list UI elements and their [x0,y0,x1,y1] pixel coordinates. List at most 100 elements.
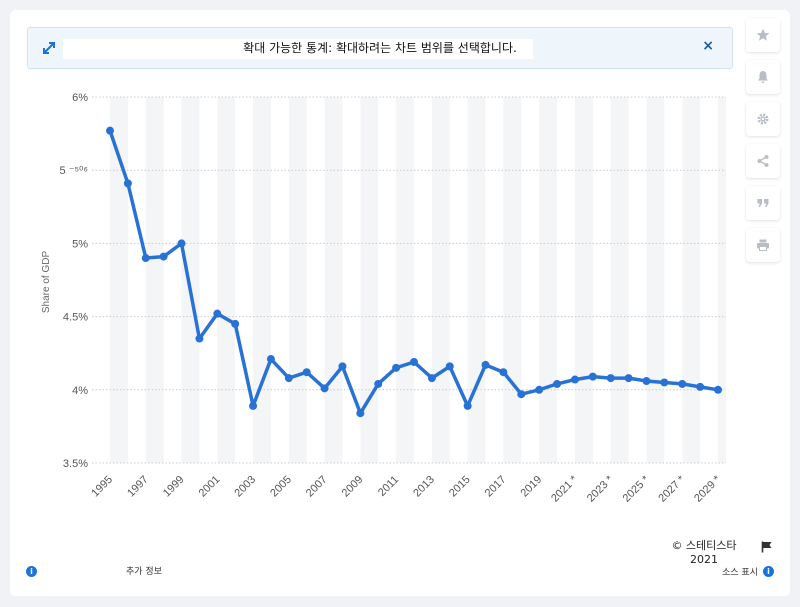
x-tick-label: 1995 [89,474,115,500]
copyright-label: © 스테티스타 [671,539,737,552]
chart-gridlines [92,96,726,464]
data-point [231,319,240,328]
x-tick-label: 2015 [447,474,473,500]
chart-band [431,97,450,463]
data-point [606,374,615,383]
x-tick-label: 2027 * [656,473,687,504]
data-point [445,362,454,371]
chart-band [396,97,414,463]
chart-band [718,97,726,463]
data-point [266,355,275,364]
x-tick-label: 1999 [161,474,187,500]
data-point [588,372,597,381]
x-tick-label: 2005 [268,474,294,500]
info-icon[interactable]: i [26,566,37,577]
more-info-link[interactable]: 추가 정보 [126,567,162,577]
settings-button[interactable] [746,102,780,136]
share-icon [757,155,769,167]
y-axis-title: Share of GDP [41,251,52,314]
copyright-text: © 스테티스타 2021 [668,539,740,567]
x-tick-label: 2021 * [549,473,580,504]
chart-band [360,97,379,463]
zoom-banner: 확대 가능한 통계: 확대하려는 차트 범위를 선택합니다. × [27,27,733,69]
chart-band [610,97,629,463]
chart-band [110,97,128,463]
series-points [106,126,722,418]
data-point [624,374,633,383]
banner-text: 확대 가능한 통계: 확대하려는 차트 범위를 선택합니다. [243,41,517,55]
x-tick-label: 2009 [340,474,366,500]
copyright-year: 2021 [690,553,718,566]
data-point [660,378,669,387]
data-point [463,401,472,410]
flag-icon[interactable] [761,541,773,553]
y-tick-label: 6% [72,92,88,104]
data-point [177,239,186,248]
x-axis-ticks: 1995 1997 1999 2001 2003 2005 2007 2009 2011 2013… [89,473,723,504]
data-point [570,375,579,384]
data-point [123,179,132,188]
chart-band [217,97,236,463]
y-tick-label: 4% [72,385,88,397]
notification-button[interactable] [746,60,780,94]
show-source-link[interactable]: 소스 표시 [722,568,758,578]
x-tick-label: 2001 [197,474,223,500]
x-tick-label: 2003 [232,474,258,500]
print-icon [757,239,769,251]
expand-icon[interactable] [42,41,56,55]
bell-icon [758,71,768,83]
data-point [553,379,562,388]
chart-band [539,97,558,463]
data-point [284,374,293,383]
chart-band [288,97,307,463]
chart-band [145,97,164,463]
cite-button[interactable] [746,186,780,220]
close-icon[interactable]: × [702,38,714,54]
chart-band [324,97,343,463]
data-point [356,409,365,418]
x-tick-label: 2013 [411,474,437,500]
data-point [374,379,383,388]
share-button[interactable] [746,144,780,178]
data-point [696,382,705,391]
y-tick-label: 4.5% [63,312,88,324]
chart-band [503,97,522,463]
x-tick-label: 2029 * [692,473,723,504]
x-tick-label: 1997 [125,474,151,500]
data-point [678,379,687,388]
chart-band [646,97,665,463]
gear-icon [757,113,769,125]
data-point [195,334,204,343]
data-point [499,368,508,377]
x-tick-label: 2019 [518,474,544,500]
data-point [338,362,347,371]
y-tick-label: 5% [72,238,88,250]
print-button[interactable] [746,228,780,262]
data-point [714,385,722,394]
data-point [427,374,436,383]
x-tick-label: 2011 [376,474,401,499]
quote-icon [757,199,769,207]
data-point [159,252,168,261]
y-axis-ticks: 6% 5 ⁻⁵⁰⁶ 5% 4.5% 4% 3.5% [60,92,89,470]
favorite-button[interactable] [746,18,780,52]
x-tick-label: 2017 [483,474,509,500]
side-toolbar [746,18,780,270]
x-tick-label: 2007 [304,474,330,500]
data-point [141,254,150,263]
data-point [410,357,418,366]
x-tick-label: 2025 * [621,473,652,504]
data-point [481,360,490,369]
chart-band [682,97,701,463]
y-tick-label: 3.5% [63,458,88,470]
data-point [106,126,114,135]
x-tick-label: 2023 * [585,473,616,504]
chart-band [181,97,200,463]
chart-bands [110,97,726,463]
data-point [302,368,311,377]
data-point [392,363,401,372]
data-point [320,384,329,393]
source-info-icon[interactable]: i [763,566,774,577]
data-point [213,309,222,318]
